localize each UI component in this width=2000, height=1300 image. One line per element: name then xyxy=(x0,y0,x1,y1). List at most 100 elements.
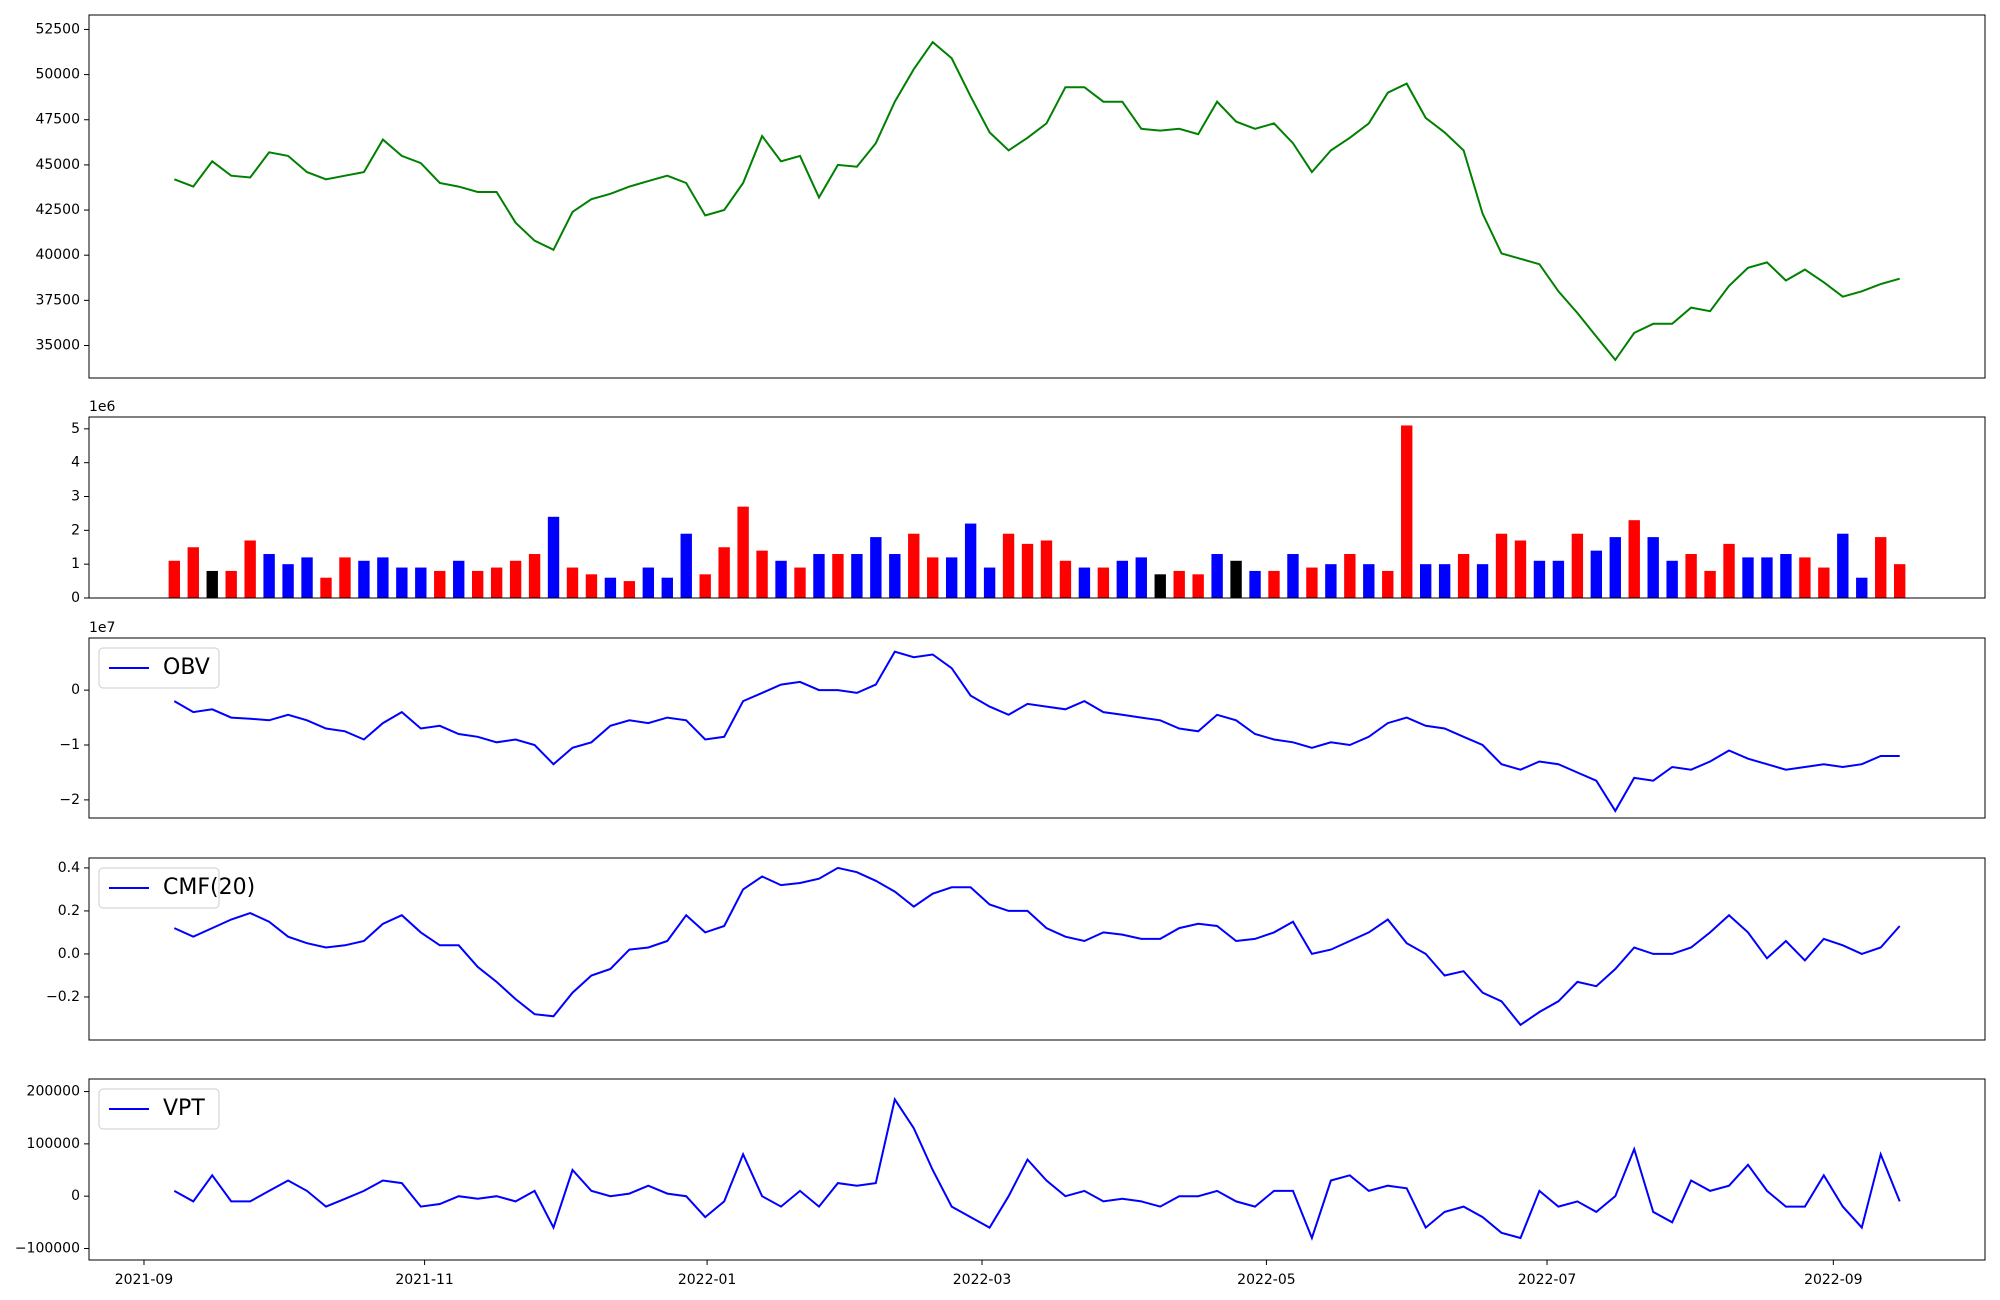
volume-bar xyxy=(680,533,692,598)
volume-bar xyxy=(1192,574,1204,598)
y-tick-label: 45000 xyxy=(35,157,80,173)
volume-bar xyxy=(983,567,996,598)
volume-bar xyxy=(528,554,541,598)
volume-bar xyxy=(1893,564,1906,598)
volume-bar xyxy=(1230,560,1242,598)
x-tick-label: 2022-09 xyxy=(1804,1272,1863,1288)
volume-bar xyxy=(1533,560,1546,598)
volume-bar xyxy=(1514,540,1527,598)
volume-bar xyxy=(566,567,579,598)
y-tick-label: 37500 xyxy=(35,292,80,308)
volume-bar xyxy=(1078,567,1091,598)
y-tick-label: −2 xyxy=(59,792,80,808)
y-tick-label: −100000 xyxy=(15,1240,80,1256)
plot-frame xyxy=(88,857,1986,1041)
legend-label: OBV xyxy=(163,655,210,680)
volume-bar xyxy=(1723,543,1735,598)
volume-bar xyxy=(244,540,256,598)
volume-bar xyxy=(1837,533,1849,598)
volume-bar xyxy=(415,567,427,598)
volume-bar xyxy=(813,554,825,598)
volume-bar xyxy=(1135,557,1147,598)
volume-bar xyxy=(604,577,617,598)
x-tick-label: 2021-11 xyxy=(395,1272,454,1288)
data-line xyxy=(173,866,1901,1027)
volume-bar xyxy=(263,554,275,598)
y-tick-label: 42500 xyxy=(35,202,80,218)
legend-label: CMF(20) xyxy=(163,875,255,900)
y-tick-label: 3 xyxy=(71,489,80,505)
volume-bar xyxy=(737,506,749,598)
volume-bar xyxy=(1571,533,1584,598)
y-tick-label: 0 xyxy=(71,590,80,606)
volume-bar xyxy=(471,570,484,598)
volume-bar xyxy=(1495,533,1508,598)
volume-bar xyxy=(623,581,636,598)
volume-bar xyxy=(775,560,787,598)
legend-box xyxy=(98,1088,220,1130)
axis-offset-label: 1e6 xyxy=(89,399,116,415)
volume-bar xyxy=(1609,537,1621,598)
volume-bar xyxy=(908,533,920,598)
volume-bar xyxy=(1742,557,1754,598)
volume-bar xyxy=(1780,554,1792,598)
legend-label: VPT xyxy=(163,1096,205,1121)
plot-frame xyxy=(88,14,1986,379)
y-tick-label: 52500 xyxy=(35,21,80,37)
volume-bar xyxy=(1552,560,1565,598)
y-tick-label: −1 xyxy=(59,737,80,753)
axis-offset-label: 1e7 xyxy=(89,620,115,636)
y-tick-label: 0 xyxy=(71,1188,80,1204)
volume-bar xyxy=(187,547,199,598)
legend-box xyxy=(98,867,220,909)
plot-frame xyxy=(88,637,1986,819)
volume-bar xyxy=(1363,564,1375,598)
y-tick-label: 40000 xyxy=(35,247,80,263)
volume-bar xyxy=(1590,550,1603,598)
volume-bar xyxy=(1419,564,1432,598)
x-tick-label: 2022-01 xyxy=(678,1272,737,1288)
volume-bar xyxy=(1401,425,1413,598)
y-tick-label: 50000 xyxy=(35,67,80,83)
volume-bar xyxy=(1059,560,1072,598)
volume-bar xyxy=(1438,564,1451,598)
y-tick-label: 5 xyxy=(71,421,80,437)
volume-bar xyxy=(547,516,560,598)
y-tick-label: 35000 xyxy=(35,337,80,353)
volume-bar xyxy=(851,554,863,598)
volume-bar xyxy=(1211,554,1223,598)
volume-bar xyxy=(1002,533,1015,598)
y-tick-label: 100000 xyxy=(27,1136,80,1152)
volume-bar xyxy=(206,570,218,598)
y-tick-label: 0.4 xyxy=(58,860,80,876)
volume-bar xyxy=(1040,540,1053,598)
plot-frame xyxy=(88,1078,1986,1261)
y-tick-label: 200000 xyxy=(27,1084,80,1100)
volume-bar xyxy=(1287,554,1299,598)
volume-bar xyxy=(1476,564,1489,598)
volume-bar xyxy=(945,557,958,598)
y-tick-label: 0.2 xyxy=(58,903,80,919)
volume-bar xyxy=(1875,537,1887,598)
volume-bar xyxy=(1818,567,1830,598)
volume-bar xyxy=(1799,557,1811,598)
x-tick-label: 2021-09 xyxy=(115,1272,174,1288)
data-line xyxy=(173,650,1900,813)
volume-bar xyxy=(1457,554,1470,598)
volume-bar xyxy=(756,550,768,598)
volume-bar xyxy=(377,557,389,598)
x-tick-label: 2022-05 xyxy=(1237,1272,1296,1288)
volume-bar xyxy=(1344,554,1356,598)
volume-bar xyxy=(1856,577,1868,598)
plot-frame xyxy=(88,416,1986,599)
volume-bar xyxy=(358,560,370,598)
volume-bar xyxy=(434,570,446,598)
volume-bar xyxy=(490,567,503,598)
volume-bar xyxy=(642,567,655,598)
volume-bar xyxy=(889,554,901,598)
volume-bar xyxy=(927,557,939,598)
volume-bar xyxy=(282,564,294,598)
volume-bar xyxy=(1628,520,1640,598)
volume-bar xyxy=(1116,560,1129,598)
volume-bar xyxy=(1268,570,1280,598)
